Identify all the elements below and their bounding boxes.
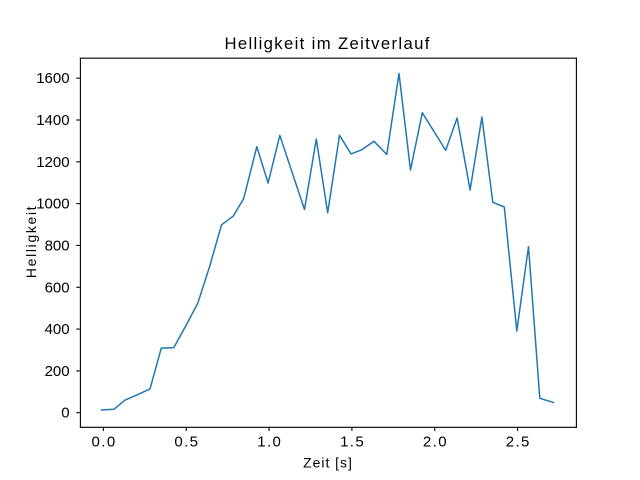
svg-text:800: 800 [45, 238, 70, 255]
svg-text:Zeit [s]: Zeit [s] [303, 455, 353, 471]
svg-text:Helligkeit: Helligkeit [23, 205, 39, 278]
svg-text:0: 0 [61, 405, 69, 422]
svg-text:1400: 1400 [36, 112, 69, 129]
svg-text:1.5: 1.5 [340, 434, 365, 451]
svg-text:200: 200 [45, 363, 70, 380]
svg-text:2.0: 2.0 [423, 434, 448, 451]
svg-text:Helligkeit im Zeitverlauf: Helligkeit im Zeitverlauf [224, 34, 430, 53]
svg-text:1.0: 1.0 [257, 434, 282, 451]
svg-text:1200: 1200 [36, 154, 69, 171]
svg-text:0.0: 0.0 [92, 434, 117, 451]
svg-text:600: 600 [45, 279, 70, 296]
svg-text:1600: 1600 [36, 70, 69, 87]
svg-text:2.5: 2.5 [506, 434, 531, 451]
svg-text:1000: 1000 [36, 196, 69, 213]
svg-text:400: 400 [45, 321, 70, 338]
svg-text:0.5: 0.5 [174, 434, 199, 451]
